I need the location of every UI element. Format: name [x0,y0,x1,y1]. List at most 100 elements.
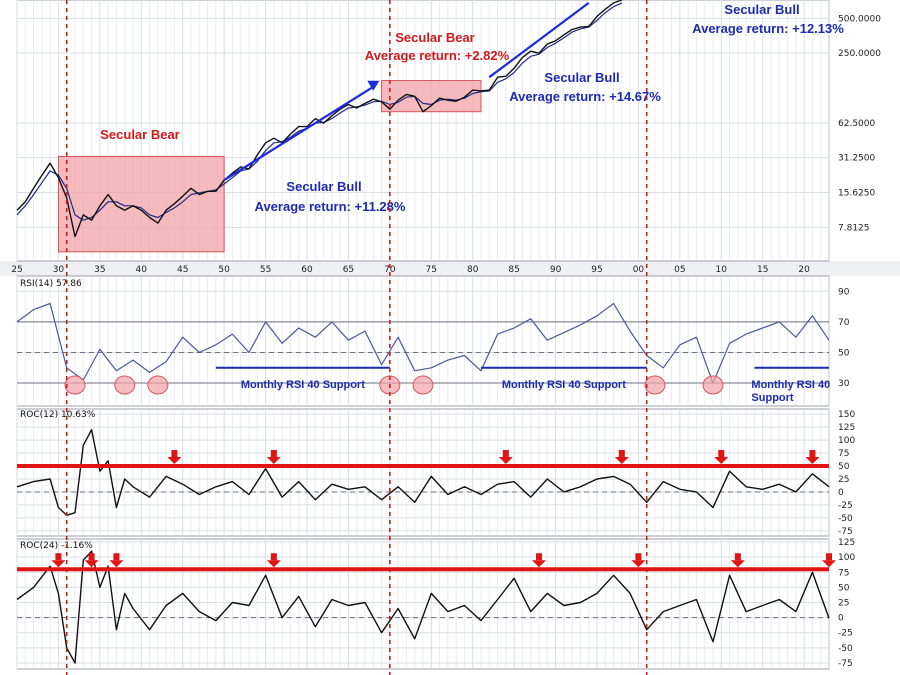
roc24-line [16,550,830,664]
roc24-signal-arrow [822,553,836,568]
roc24-signal-arrow-head [51,560,66,568]
price-y-tick-label: 15.6250 [838,189,875,199]
x-tick-label: 45 [177,265,188,275]
roc12-signal-arrow-head [167,457,182,465]
roc24-signal-arrow-head [822,560,836,568]
rsi-oversold-circle [147,375,169,395]
roc24-y-tick-label: 25 [838,598,849,608]
rsi-panel: 30 50 70 90 Monthly RSI 40 Support Monthly RS… [16,275,850,407]
annotation-text: Average return: +14.67% [509,89,661,104]
roc24-signal-arrow-shaft [88,553,95,561]
x-tick-label: 90 [550,265,562,275]
roc12-signal-arrow [614,450,629,465]
roc12-y-tick-label: 25 [838,475,849,485]
roc12-signal-arrow-head [498,457,513,465]
bull-trendline [223,85,374,182]
rsi-y-tick-label: 50 [838,348,850,358]
roc12-y-tick-label: 0 [838,488,844,498]
price-y-tick-label: 500.0000 [838,14,881,24]
x-tick-label: 50 [218,265,230,275]
rsi-oversold-circle [64,375,86,395]
roc12-signal-arrow-shaft [270,450,277,458]
roc24-panel-label: ROC(24) -1.16% [20,541,93,551]
price-moving-average-line [16,2,623,221]
x-tick-label: 65 [343,265,354,275]
roc24-signal-arrow [532,553,546,568]
x-tick-label: 00 [633,265,645,275]
roc24-signal-arrow-head [109,560,124,568]
x-tick-label: 40 [136,265,148,275]
annotation-text: Secular Bear [395,30,475,45]
rsi-oversold-circle [114,375,136,395]
roc12-panel-label: ROC(12) 10.63% [20,410,96,420]
x-tick-label: 70 [384,265,396,275]
roc24-signal-arrow-head [532,560,546,568]
roc12-y-tick-label: 150 [838,410,855,420]
roc12-signal-arrow [498,450,513,465]
roc24-y-tick-label: 75 [838,568,849,578]
roc12-panel: -75 -50 -25 0 25 50 75 100 125 150 [16,408,855,537]
roc12-signal-arrow-shaft [809,450,816,458]
roc24-signal-arrow-shaft [826,553,832,561]
roc12-line [16,429,830,516]
rsi-support-label: Monthly RSI 40 Support [502,379,626,391]
annotation-text: Secular Bull [724,2,799,17]
annotation-text: Average return: +12.13% [692,21,844,36]
roc24-signal-arrow [730,553,745,568]
secular-bear-zone [57,155,225,253]
roc24-signal-arrow-shaft [55,553,62,561]
rsi-oversold-circle [412,375,434,395]
annotation-text: Secular Bear [100,127,180,142]
roc12-signal-arrow [714,450,729,465]
roc12-signal-arrow-head [805,457,820,465]
annotation-text: Secular Bull [544,70,619,85]
x-tick-label: 80 [467,265,479,275]
rsi-y-tick-label: 70 [838,318,850,328]
x-tick-label: 20 [798,265,810,275]
roc24-signal-arrow [631,553,646,568]
x-tick-label: 25 [11,265,22,275]
roc24-signal-arrow-head [266,560,281,568]
roc24-y-tick-label: 125 [838,538,855,548]
x-tick-label: 75 [426,265,437,275]
roc12-signal-arrow [266,450,281,465]
x-tick-label: 15 [757,265,768,275]
x-tick-label: 85 [508,265,519,275]
x-tick-label: 30 [53,265,65,275]
annotation-text: Average return: +2.82% [365,48,510,63]
roc24-y-tick-label: -25 [838,629,853,639]
roc12-signal-arrow-head [614,457,629,465]
secular-bear-zone [381,80,482,113]
rsi-y-tick-label: 30 [838,379,850,389]
roc12-signal-arrow-head [266,457,281,465]
roc24-panel: -75 -50 -25 0 25 50 75 100 125 [16,538,855,670]
annotation-text: Secular Bull [286,179,361,194]
roc12-y-tick-label: 50 [838,462,850,472]
rsi-support-label: Support [751,392,793,404]
roc12-y-tick-label: -25 [838,501,853,511]
roc24-y-tick-label: -50 [838,644,853,654]
roc12-signal-arrow-shaft [718,450,725,458]
roc24-signal-arrow-shaft [734,553,741,561]
date-axis-band [0,261,900,276]
roc24-signal-arrow [84,553,99,568]
price-y-tick-label: 62.5000 [838,119,875,129]
roc12-signal-arrow-head [714,457,729,465]
x-tick-label: 35 [94,265,105,275]
annotation-text: Average return: +11.28% [255,199,406,214]
roc24-signal-arrow-shaft [536,553,542,561]
roc24-y-tick-label: 50 [838,583,850,593]
rsi-y-tick-label: 90 [838,287,850,297]
rsi-oversold-circle [702,375,724,395]
rsi-panel-label: RSI(14) 57.86 [20,279,82,289]
price-y-tick-label: 7.8125 [838,223,870,233]
roc24-signal-arrow-shaft [113,553,120,561]
roc24-signal-arrow-head [730,560,745,568]
price-y-tick-label: 250.0000 [838,49,881,59]
roc24-signal-arrow [51,553,66,568]
price-y-tick-label: 31.2500 [838,154,875,164]
roc12-signal-arrow-shaft [502,450,509,458]
roc24-y-tick-label: 0 [838,614,844,624]
x-tick-label: 05 [674,265,685,275]
